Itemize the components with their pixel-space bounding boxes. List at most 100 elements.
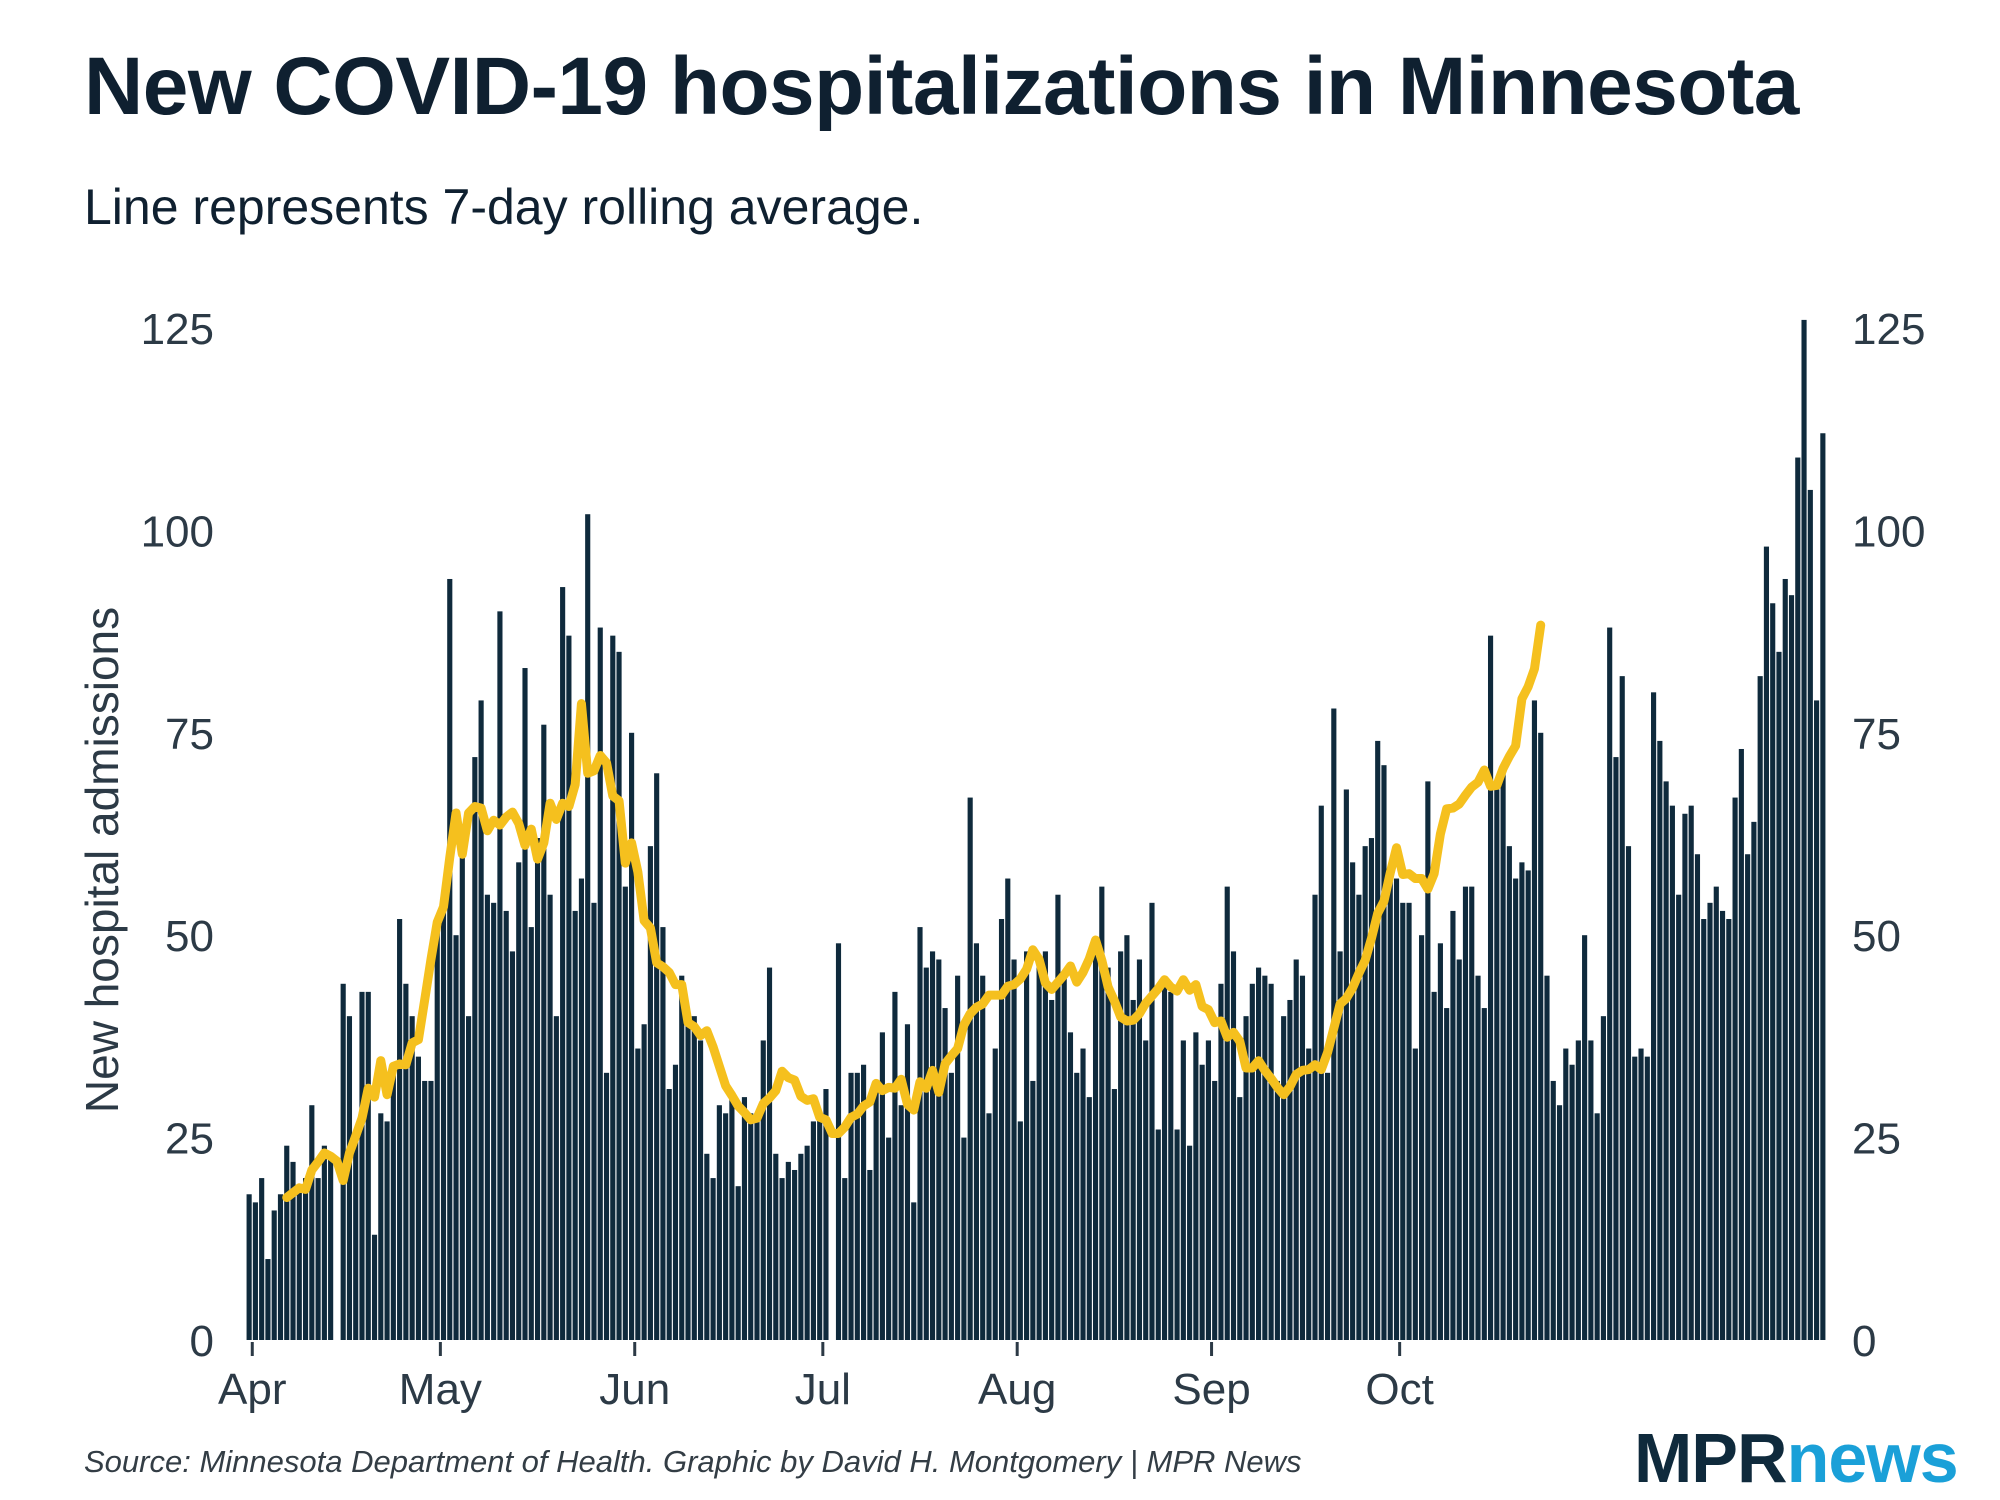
bar-168 [1299, 975, 1306, 1340]
bar-133 [1080, 1048, 1086, 1340]
bar-209 [1556, 1105, 1563, 1340]
bar-143 [1143, 1040, 1149, 1340]
y-axis-left: 0 25 50 75 100 125 [141, 305, 214, 1366]
bar-146 [1161, 983, 1168, 1340]
bar-33 [453, 935, 459, 1340]
bar-24 [397, 919, 403, 1340]
bar-238 [1738, 748, 1744, 1340]
x-tick-label-apr: Apr [218, 1365, 286, 1414]
chart-title: New COVID-19 hospitalizations in Minneso… [84, 41, 1799, 132]
logo-news-text: news [1786, 1419, 1959, 1497]
bar-127 [1042, 951, 1048, 1340]
bar-109 [929, 951, 936, 1340]
bar-216 [1600, 1016, 1606, 1340]
bar-159 [1243, 1016, 1249, 1340]
bar-90 [810, 1121, 816, 1340]
chart: 0 25 50 75 100 125 0 25 50 75 100 125 New hospital… [76, 305, 1925, 1414]
bar-155 [1218, 983, 1224, 1340]
bar-178 [1362, 846, 1368, 1340]
bar-223 [1644, 1056, 1650, 1340]
bar-95 [842, 1178, 848, 1340]
bar-80 [748, 1113, 754, 1340]
bar-94 [835, 943, 842, 1340]
y-tick-right-3: 75 [1852, 710, 1901, 759]
bar-230 [1688, 805, 1694, 1340]
bar-197 [1481, 1008, 1487, 1340]
bar-110 [936, 959, 942, 1340]
bar-20 [371, 1234, 378, 1340]
bar-225 [1657, 740, 1663, 1340]
bar-48 [547, 894, 553, 1340]
bar-200 [1500, 765, 1506, 1340]
bar-244 [1776, 651, 1782, 1340]
bar-142 [1136, 959, 1143, 1340]
bar-118 [986, 1113, 992, 1340]
bar-67 [666, 1089, 672, 1340]
x-tick-label-may: May [399, 1365, 482, 1414]
chart-subtitle: Line represents 7-day rolling average. [84, 179, 924, 235]
bar-13 [328, 1153, 334, 1340]
bar-248 [1801, 319, 1807, 1340]
bar-51 [566, 635, 572, 1340]
bar-176 [1350, 862, 1356, 1340]
bar-55 [591, 902, 597, 1340]
bar-247 [1795, 457, 1801, 1340]
bar-9 [302, 1178, 309, 1340]
y-tick-left-4: 100 [141, 507, 214, 556]
bar-184 [1400, 902, 1406, 1340]
bar-186 [1412, 1048, 1418, 1340]
bar-103 [892, 991, 898, 1340]
bar-192 [1450, 910, 1456, 1340]
bar-245 [1782, 578, 1788, 1340]
bar-210 [1563, 1048, 1569, 1340]
bar-182 [1387, 870, 1393, 1340]
bar-114 [961, 1137, 967, 1340]
bar-60 [622, 886, 628, 1340]
bar-179 [1368, 838, 1375, 1340]
bar-227 [1669, 805, 1675, 1340]
bar-106 [911, 1202, 917, 1340]
bar-22 [384, 1121, 390, 1340]
bar-62 [635, 1048, 641, 1340]
bar-88 [798, 1153, 804, 1340]
bar-99 [867, 1169, 873, 1340]
bar-101 [879, 1032, 885, 1340]
bar-135 [1092, 951, 1099, 1340]
bar-131 [1067, 1032, 1074, 1340]
y-tick-left-1: 25 [165, 1115, 214, 1164]
bar-72 [697, 1040, 704, 1340]
bar-107 [917, 927, 923, 1340]
bar-87 [792, 1169, 798, 1340]
bar-105 [904, 1024, 911, 1340]
bar-122 [1011, 959, 1017, 1340]
bar-54 [585, 514, 591, 1340]
bar-164 [1274, 1080, 1280, 1340]
bar-34 [459, 829, 465, 1340]
bar-144 [1149, 902, 1155, 1340]
bar-137 [1105, 967, 1111, 1340]
bar-113 [955, 975, 961, 1340]
bar-228 [1676, 894, 1682, 1340]
bar-44 [522, 668, 528, 1340]
bar-0 [246, 1194, 252, 1340]
y-tick-right-5: 125 [1852, 305, 1925, 354]
bar-246 [1788, 595, 1795, 1340]
bar-64 [647, 846, 653, 1340]
bar-30 [434, 927, 440, 1340]
bar-141 [1130, 999, 1136, 1340]
bar-82 [760, 1040, 766, 1340]
bar-194 [1462, 886, 1469, 1340]
bar-50 [560, 587, 566, 1340]
bar-97 [854, 1072, 860, 1340]
bar-211 [1569, 1064, 1575, 1340]
x-tick-label-jun: Jun [599, 1365, 670, 1414]
bar-128 [1049, 999, 1055, 1340]
x-tick-label-oct: Oct [1365, 1365, 1433, 1414]
y-tick-right-4: 100 [1852, 507, 1925, 556]
bar-96 [848, 1072, 854, 1340]
bar-27 [415, 1056, 421, 1340]
bar-1 [252, 1202, 258, 1340]
bar-2 [259, 1178, 265, 1340]
bar-23 [390, 1072, 396, 1340]
bar-154 [1212, 1080, 1218, 1340]
